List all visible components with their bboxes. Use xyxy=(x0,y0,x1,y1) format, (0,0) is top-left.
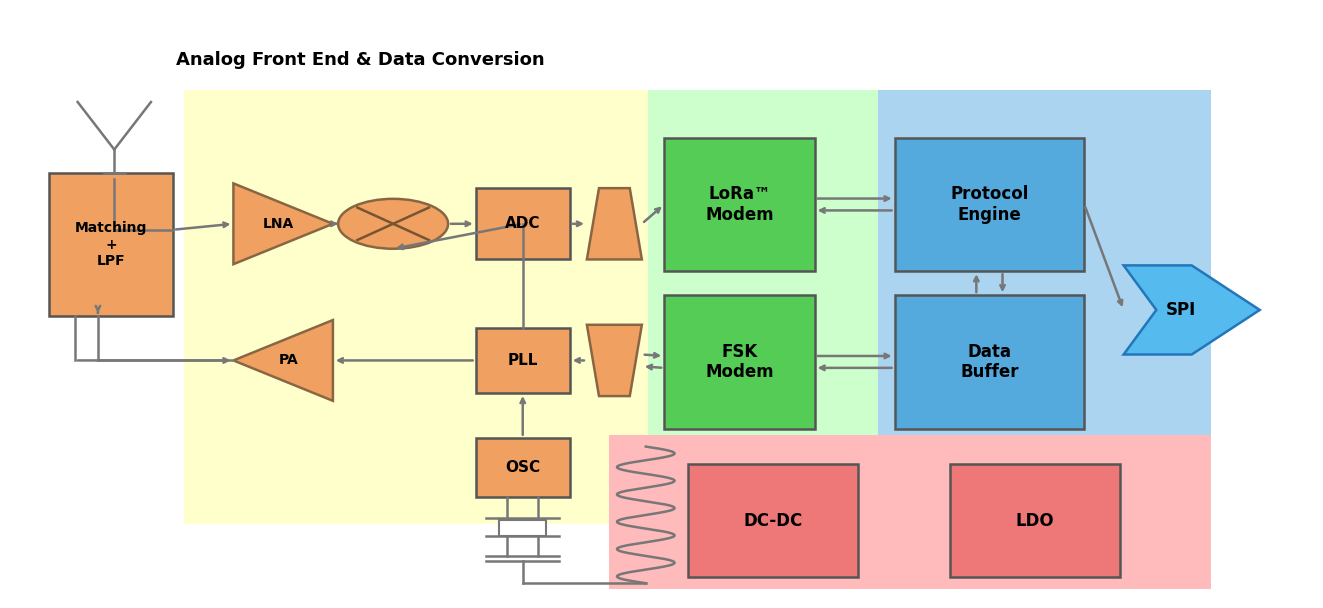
Polygon shape xyxy=(1123,265,1259,354)
Text: FSK
Modem: FSK Modem xyxy=(705,342,774,381)
Circle shape xyxy=(339,199,448,249)
Text: ADC: ADC xyxy=(505,216,541,231)
Text: Data
Buffer: Data Buffer xyxy=(960,342,1019,381)
Bar xyxy=(648,90,877,524)
Bar xyxy=(894,137,1085,271)
Bar xyxy=(184,90,648,524)
Polygon shape xyxy=(587,188,642,260)
Bar xyxy=(475,438,570,497)
Bar xyxy=(475,328,570,393)
Text: DC-DC: DC-DC xyxy=(744,512,802,530)
Text: OSC: OSC xyxy=(505,460,540,475)
Text: Matching
+
LPF: Matching + LPF xyxy=(75,221,147,268)
Text: PA: PA xyxy=(279,353,298,367)
Bar xyxy=(894,295,1085,429)
Bar xyxy=(688,465,857,577)
Text: SPI: SPI xyxy=(1166,301,1196,319)
Bar xyxy=(49,173,173,316)
Text: Analog Front End & Data Conversion: Analog Front End & Data Conversion xyxy=(176,52,545,69)
Bar xyxy=(499,520,546,536)
Bar xyxy=(664,137,815,271)
Text: LDO: LDO xyxy=(1015,512,1054,530)
Text: Protocol
Engine: Protocol Engine xyxy=(950,185,1028,224)
Bar xyxy=(609,435,1212,589)
Polygon shape xyxy=(233,320,333,401)
Polygon shape xyxy=(233,184,333,264)
Polygon shape xyxy=(587,325,642,396)
Text: PLL: PLL xyxy=(508,353,538,368)
Bar xyxy=(950,465,1119,577)
Text: LoRa™
Modem: LoRa™ Modem xyxy=(705,185,774,224)
Bar xyxy=(664,295,815,429)
Bar xyxy=(877,90,1212,524)
Text: LNA: LNA xyxy=(262,217,294,231)
Bar xyxy=(475,188,570,260)
